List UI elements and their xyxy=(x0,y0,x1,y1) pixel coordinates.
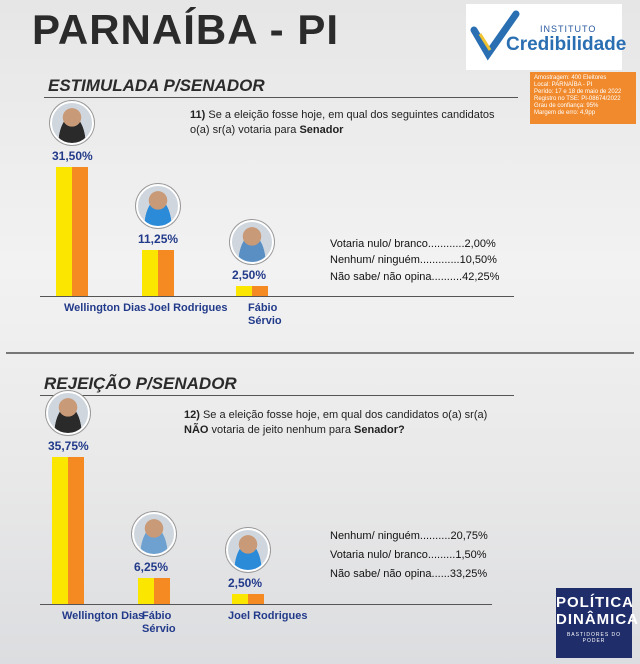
chart-baseline xyxy=(40,604,492,605)
section-underline xyxy=(44,97,518,98)
candidate-label-wellington: Wellington Dias xyxy=(62,610,145,622)
value-label: 31,50% xyxy=(52,148,93,163)
logo-top-text: INSTITUTO xyxy=(540,24,597,34)
question-bold: Senador xyxy=(299,124,344,136)
bar-wellington-dias xyxy=(52,457,84,604)
question-number: 11) xyxy=(190,109,206,121)
section-divider xyxy=(6,352,634,354)
question-bold-nao: NÃO xyxy=(184,424,209,436)
brand-line3: BASTIDORES DO PODER xyxy=(566,632,622,644)
info-line: Perído: 17 e 18 de maio de 2022 xyxy=(534,89,622,95)
page-title: PARNAÍBA - PI xyxy=(32,6,339,53)
brand-line1: POLÍTICA xyxy=(556,594,634,611)
info-line: Local: PARNAÍBA - PI xyxy=(534,82,593,88)
info-line: Grau de confiança: 95% xyxy=(534,103,599,109)
candidate-photo xyxy=(132,512,176,557)
chart-baseline xyxy=(40,296,514,297)
question-text: Se a eleição fosse hoje, em qual dos can… xyxy=(202,409,488,421)
question-number: 12) xyxy=(184,409,200,421)
stat-line: Nenhum/ ninguém.............10,50% xyxy=(330,254,497,266)
candidate-photo xyxy=(230,219,274,264)
brand-line2: DINÂMICA xyxy=(556,611,639,628)
check-logo-icon xyxy=(470,10,520,61)
value-label: 11,25% xyxy=(138,231,179,246)
bar-joel-rodrigues xyxy=(232,593,264,604)
value-label: 2,50% xyxy=(228,575,263,590)
stat-line: Não sabe/ não opina......33,25% xyxy=(330,568,488,580)
question-11: 11) Se a eleição fosse hoje, em qual dos… xyxy=(190,108,510,138)
info-line: Amostragem: 400 Eleitores xyxy=(534,75,607,81)
politica-dinamica-logo: POLÍTICA DINÂMICA BASTIDORES DO PODER xyxy=(556,588,639,658)
value-label: 35,75% xyxy=(48,439,89,454)
info-line: Registro no TSE: PI-08674/2022 xyxy=(534,96,621,102)
section-title-rejeicao: REJEIÇÃO P/SENADOR xyxy=(44,374,237,393)
candidate-label-joel: Joel Rodrigues xyxy=(148,302,228,314)
question-text: Se a eleição fosse hoje, em qual dos seg… xyxy=(190,109,495,136)
candidate-label-joel: Joel Rodrigues xyxy=(228,610,308,622)
logo-main-text: Credibilidade xyxy=(506,34,627,55)
candidate-label-fabio: Fábio Sérvio xyxy=(248,302,282,327)
stat-line: Votaria nulo/ branco.........1,50% xyxy=(330,549,487,561)
candidate-photo xyxy=(136,183,180,228)
candidate-photo xyxy=(226,527,270,572)
survey-info-box: Amostragem: 400 Eleitores Local: PARNAÍB… xyxy=(530,72,636,124)
stat-line: Nenhum/ ninguém..........20,75% xyxy=(330,530,488,542)
candidate-label-fabio: Fábio Sérvio xyxy=(142,610,176,635)
candidate-label-wellington: Wellington Dias xyxy=(64,302,147,314)
value-label: 2,50% xyxy=(232,267,267,282)
institute-logo: INSTITUTO Credibilidade xyxy=(466,4,626,70)
section-title-estimulada: ESTIMULADA P/SENADOR xyxy=(48,76,265,95)
question-text-b: votaria de jeito nenhum para xyxy=(211,424,351,436)
question-bold: Senador? xyxy=(354,424,405,436)
candidate-photo xyxy=(50,100,94,145)
bar-fábio-sérvio xyxy=(138,578,170,604)
bar-fábio-sérvio xyxy=(236,285,268,296)
value-label: 6,25% xyxy=(134,560,169,575)
stat-line: Não sabe/ não opina..........42,25% xyxy=(330,271,500,283)
info-line: Margem de erro: 4,9pp xyxy=(534,110,596,116)
stat-line: Votaria nulo/ branco............2,00% xyxy=(330,238,496,250)
question-12: 12) Se a eleição fosse hoje, em qual dos… xyxy=(184,408,504,438)
section-underline xyxy=(40,395,514,396)
bar-joel-rodrigues xyxy=(142,249,174,296)
bar-wellington-dias xyxy=(56,166,88,296)
candidate-photo xyxy=(46,391,90,436)
